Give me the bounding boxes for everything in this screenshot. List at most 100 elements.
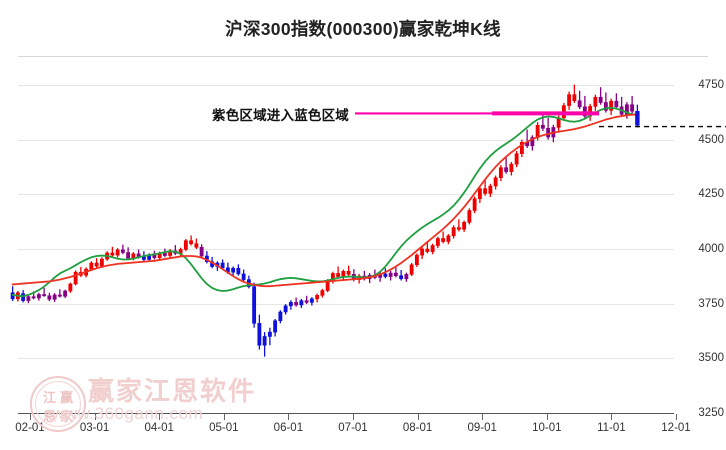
candle [577, 90, 582, 110]
grid-line [18, 249, 674, 250]
grid-line [18, 139, 674, 141]
candle [530, 135, 535, 151]
candle [393, 266, 398, 278]
x-axis-label: 08-01 [402, 422, 433, 434]
candle [194, 238, 199, 249]
candle [546, 117, 551, 140]
candle [383, 268, 388, 279]
candle [115, 248, 120, 258]
candle [262, 332, 267, 357]
x-axis-label: 02-01 [15, 422, 45, 434]
candle [309, 297, 314, 306]
x-axis-tick [30, 414, 31, 420]
y-axis-label: 4750 [698, 79, 724, 91]
candle [404, 272, 409, 282]
x-axis-tick [94, 414, 96, 420]
y-axis-label: 4250 [698, 188, 724, 201]
candle [540, 112, 545, 131]
y-axis-label: 3750 [698, 297, 724, 310]
candle [220, 259, 225, 270]
candle [603, 92, 608, 113]
candle [315, 293, 320, 303]
candle [110, 246, 115, 257]
y-axis-label: 3250 [698, 407, 724, 419]
candle [52, 293, 57, 302]
candle [525, 129, 530, 148]
x-axis-label: 12-01 [661, 422, 691, 434]
candle [273, 318, 278, 337]
grid-line [18, 194, 674, 196]
candle [414, 253, 419, 267]
candle [267, 327, 272, 346]
candle [441, 231, 446, 244]
candle [236, 264, 241, 276]
x-axis-tick [288, 414, 290, 420]
candle [278, 310, 283, 324]
x-axis-label: 05-01 [209, 422, 239, 434]
candle [498, 165, 503, 182]
candle [425, 242, 430, 254]
candle [493, 175, 498, 190]
grid-line [18, 358, 674, 360]
candle [68, 282, 73, 293]
candle [294, 297, 299, 307]
candle [320, 288, 325, 298]
candle [204, 251, 209, 264]
title-divider [18, 56, 708, 57]
candle [94, 258, 99, 268]
plot-area: 4750 4500 4250 4000 3750 3500 3250 紫色区域进入蓝色区域 [0, 57, 726, 419]
candle [183, 238, 188, 252]
candle [619, 96, 624, 117]
last-price-marker [635, 111, 640, 126]
candle [409, 262, 414, 277]
candle [488, 183, 493, 197]
candle [10, 286, 15, 302]
x-axis-label: 04-01 [144, 422, 174, 434]
x-axis: 02-01 03-01 04-01 05-01 06-01 07-01 08-01 09-01… [0, 413, 726, 450]
candle [299, 298, 304, 309]
candle [430, 243, 435, 255]
candle [126, 247, 131, 260]
candle [514, 151, 519, 168]
x-axis-tick [417, 414, 419, 420]
candle [399, 269, 404, 281]
candle [78, 266, 83, 277]
candle [283, 304, 288, 315]
candle [199, 244, 204, 258]
candle [173, 245, 178, 256]
candle [504, 157, 509, 174]
candle [346, 265, 351, 277]
x-axis-label: 03-01 [79, 422, 110, 434]
grid-line [18, 85, 674, 86]
candle [483, 179, 488, 196]
candle [614, 93, 619, 110]
candle [420, 246, 425, 260]
x-axis-line [18, 413, 674, 414]
candle [446, 234, 451, 245]
candlestick-canvas [10, 84, 726, 357]
candle [456, 219, 461, 232]
candle [252, 282, 257, 328]
candle [57, 289, 62, 298]
x-axis-tick [546, 414, 548, 420]
candle [451, 225, 456, 239]
candle [630, 95, 635, 114]
page-title: 沪深300指数(000300)赢家乾坤K线 [225, 18, 501, 39]
candle [304, 295, 309, 305]
x-axis-tick [223, 414, 225, 420]
x-axis-label: 11-01 [597, 422, 626, 434]
candle [73, 270, 78, 286]
candle [593, 94, 598, 111]
candle [42, 287, 47, 297]
candle [336, 266, 341, 279]
candle [435, 236, 440, 249]
candle [241, 269, 246, 282]
candle [257, 314, 262, 350]
candle [189, 235, 194, 246]
candle [231, 266, 236, 277]
candle [120, 244, 125, 255]
x-axis-tick [611, 414, 613, 420]
candle [288, 300, 293, 310]
y-axis-label: 4000 [698, 243, 724, 255]
candle [519, 139, 524, 158]
